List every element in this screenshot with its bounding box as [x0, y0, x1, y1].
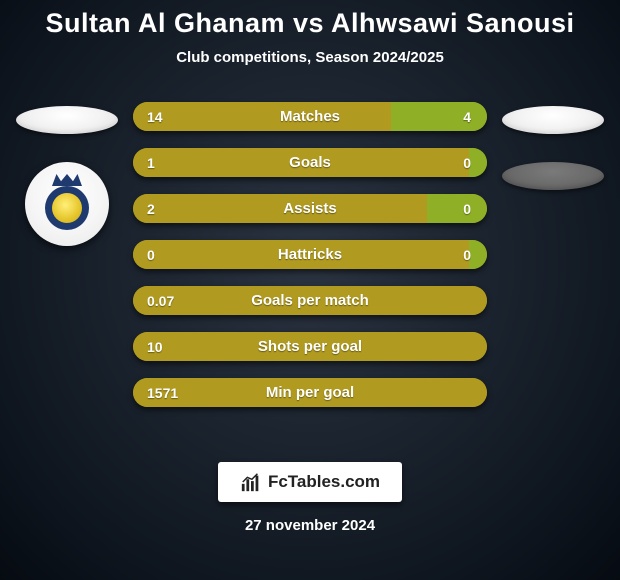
stat-bar: 0Hattricks0 [133, 240, 487, 269]
stat-label: Shots per goal [133, 332, 487, 361]
container: Sultan Al Ghanam vs Alhwsawi Sanousi Clu… [0, 0, 620, 580]
stat-bars: 14Matches41Goals02Assists00Hattricks00.0… [133, 102, 487, 407]
main-area: 14Matches41Goals02Assists00Hattricks00.0… [0, 88, 620, 580]
stat-label: Goals per match [133, 286, 487, 315]
footer-date: 27 november 2024 [0, 517, 620, 534]
stat-value-right: 0 [463, 194, 471, 223]
stat-label: Min per goal [133, 378, 487, 407]
chart-icon [240, 471, 262, 493]
stat-label: Goals [133, 148, 487, 177]
page-title: Sultan Al Ghanam vs Alhwsawi Sanousi [45, 8, 574, 39]
stat-value-right: 0 [463, 240, 471, 269]
page-subtitle: Club competitions, Season 2024/2025 [176, 49, 444, 66]
stat-value-right: 4 [463, 102, 471, 131]
stat-label: Hattricks [133, 240, 487, 269]
stat-label: Assists [133, 194, 487, 223]
stat-bar: 10Shots per goal [133, 332, 487, 361]
stat-bar: 1571Min per goal [133, 378, 487, 407]
stat-bar: 1Goals0 [133, 148, 487, 177]
player1-club-badge [25, 162, 109, 246]
left-column [8, 106, 126, 246]
stat-bar: 14Matches4 [133, 102, 487, 131]
player2-club-placeholder [502, 162, 604, 190]
right-column [494, 106, 612, 190]
player1-avatar-placeholder [16, 106, 118, 134]
club-badge-graphic [39, 176, 95, 232]
brand-logo[interactable]: FcTables.com [218, 462, 402, 502]
stat-value-right: 0 [463, 148, 471, 177]
stat-bar: 0.07Goals per match [133, 286, 487, 315]
player2-avatar-placeholder [502, 106, 604, 134]
brand-text: FcTables.com [268, 472, 380, 492]
stat-label: Matches [133, 102, 487, 131]
stat-bar: 2Assists0 [133, 194, 487, 223]
